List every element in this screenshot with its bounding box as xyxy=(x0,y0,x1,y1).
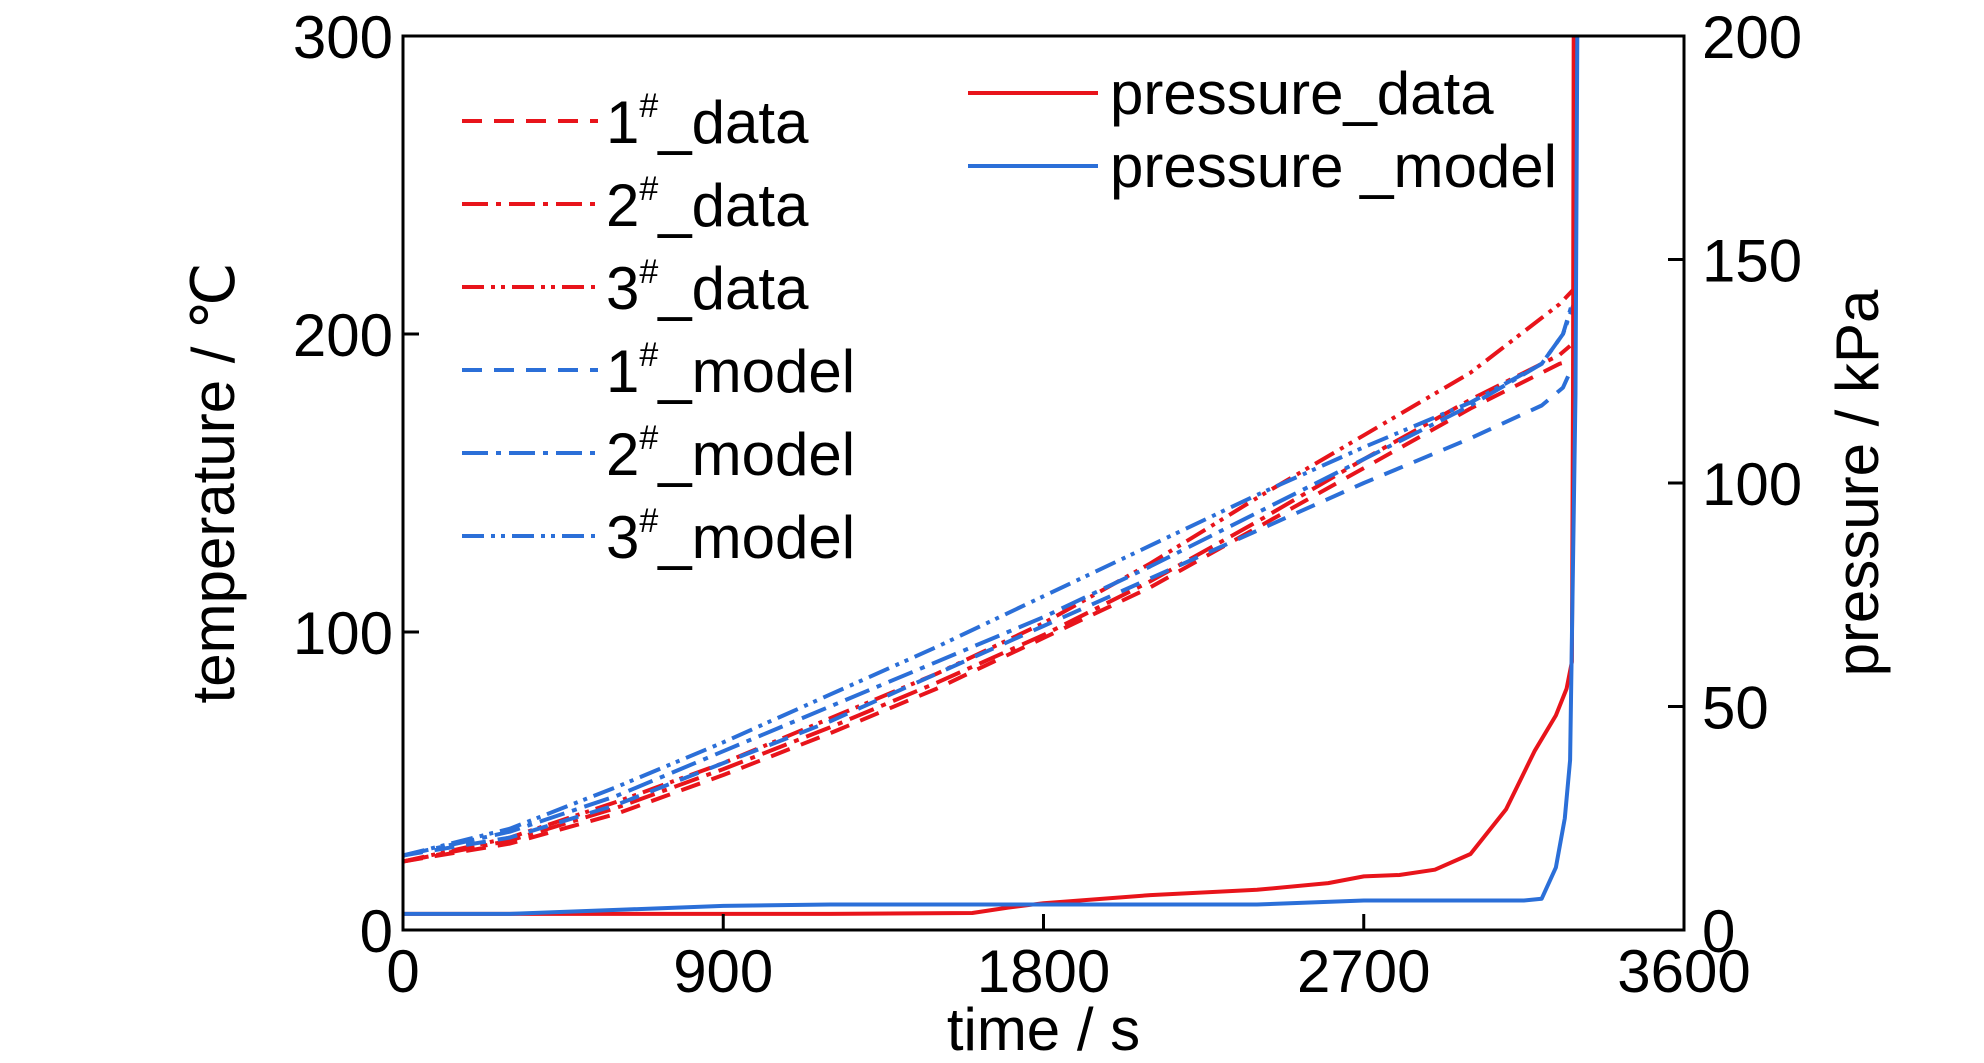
series-line-t3_model xyxy=(402,303,1576,858)
y-right-tick-label: 100 xyxy=(1702,451,1802,518)
series-line-t2_model xyxy=(402,297,1576,858)
x-axis-label: time / s xyxy=(947,996,1140,1063)
x-tick-label: 3600 xyxy=(1617,938,1750,1005)
plot-series-layer xyxy=(402,35,1580,916)
x-tick-label: 900 xyxy=(673,938,773,1005)
y-right-tick-label: 0 xyxy=(1702,898,1735,965)
series-line-p_data xyxy=(403,35,1576,916)
y-left-axis-label: temperature / ℃ xyxy=(180,263,247,704)
y-left-tick-label: 100 xyxy=(293,600,393,667)
legend-label-t3_data: 3#_data xyxy=(606,253,809,322)
y-left-tick-label: 300 xyxy=(293,4,393,71)
axes-layer: 0 900 1800 2700 36000100200300050100150200ti… xyxy=(180,4,1891,1063)
x-tick-label: 2700 xyxy=(1297,938,1430,1005)
x-tick-label: 1800 xyxy=(977,938,1110,1005)
series-line-t2_data xyxy=(402,344,1572,864)
y-left-tick-label: 200 xyxy=(293,302,393,369)
y-right-tick-label: 50 xyxy=(1702,675,1769,742)
legend-label-t1_data: 1#_data xyxy=(606,87,809,156)
y-right-tick-label: 200 xyxy=(1702,4,1802,71)
y-right-axis-label: pressure / kPa xyxy=(1824,289,1891,676)
series-line-t1_model xyxy=(402,362,1576,858)
legend: 1#_data 2#_data 3#_data 1#_model 2#_model 3#_… xyxy=(462,60,1557,571)
legend-label-p_model: pressure _model xyxy=(1110,133,1557,200)
y-left-tick-label: 0 xyxy=(360,898,393,965)
legend-label-t1_model: 1#_model xyxy=(606,336,855,405)
legend-label-t2_model: 2#_model xyxy=(606,419,855,488)
legend-label-p_data: pressure_data xyxy=(1110,60,1494,127)
x-tick-label: 0 xyxy=(386,938,419,1005)
y-right-tick-label: 150 xyxy=(1702,228,1802,295)
series-line-p_model xyxy=(403,35,1580,916)
legend-background xyxy=(600,62,910,572)
series-line-t3_data xyxy=(402,287,1576,864)
legend-label-t3_model: 3#_model xyxy=(606,502,855,571)
series-line-t1_data xyxy=(402,358,1571,864)
legend-label-t2_data: 2#_data xyxy=(606,170,809,239)
